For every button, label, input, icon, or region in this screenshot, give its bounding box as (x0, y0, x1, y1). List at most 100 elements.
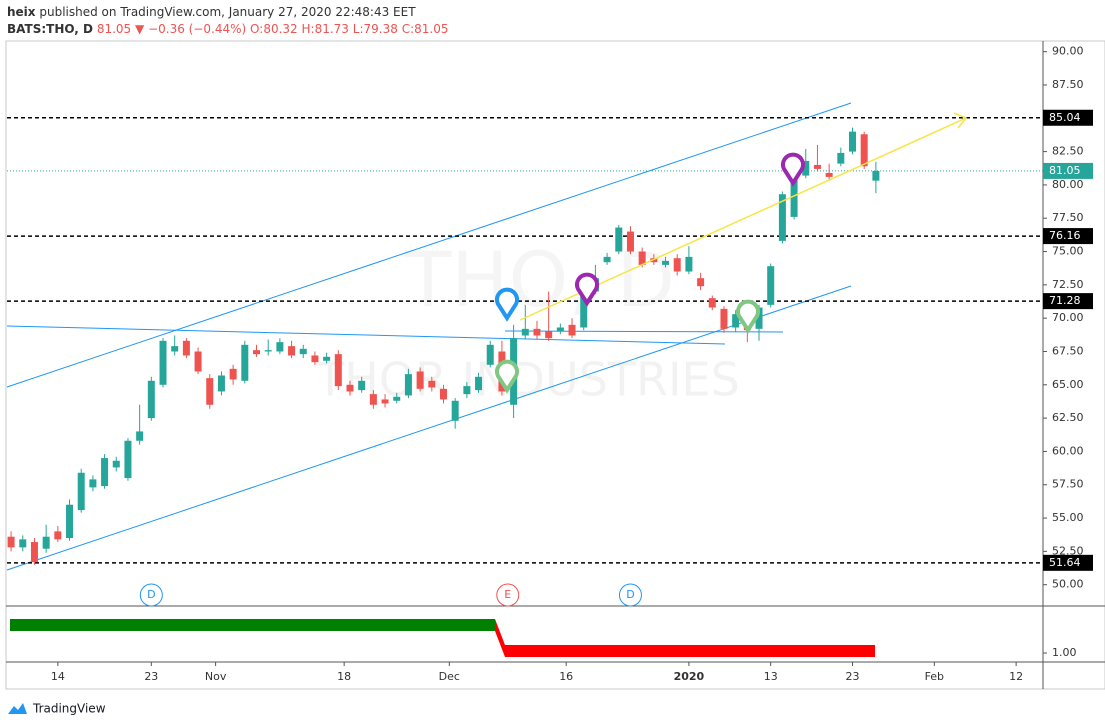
candle-body (19, 539, 27, 548)
candle-body (54, 531, 62, 540)
x-tick-label: 16 (559, 670, 573, 683)
x-tick-label: Feb (925, 670, 944, 683)
level-label-bg (1043, 554, 1093, 571)
header-line: heix published on TradingView.com, Janua… (7, 5, 416, 19)
candle-body (837, 152, 845, 164)
y-tick-label: 60.00 (1052, 444, 1084, 457)
footer: TradingView (32, 702, 106, 716)
pin (736, 299, 760, 334)
y-tick-label: 80.00 (1052, 178, 1084, 191)
candle-body (486, 344, 494, 365)
candle-body (685, 256, 693, 272)
y-tick-label: 87.50 (1052, 78, 1084, 91)
candle-body (638, 251, 646, 265)
y-tick-label: 77.50 (1052, 211, 1084, 224)
y-tick-label: 67.50 (1052, 344, 1084, 357)
arrow: ▼ (135, 22, 145, 36)
candle-body (253, 350, 261, 355)
candle-body (802, 160, 810, 176)
x-tick-label: Nov (205, 670, 227, 683)
x-tick-label: 2020 (674, 670, 705, 683)
symbol: BATS:THO, D (7, 22, 93, 36)
header-quote: BATS:THO, D 81.05 ▼ −0.36 (−0.44%) O:80.… (7, 22, 448, 36)
candle-body (533, 328, 541, 336)
x-tick-label: 14 (51, 670, 65, 683)
y-tick-label: 57.50 (1052, 478, 1084, 491)
y-tick-label: 65.00 (1052, 378, 1084, 391)
candle-body (194, 351, 202, 372)
candle-body (755, 307, 763, 329)
y-tick-label: 82.50 (1052, 145, 1084, 158)
y-tick-label: 75.00 (1052, 245, 1084, 258)
candle-body (299, 348, 307, 355)
candle-body (825, 172, 833, 177)
support-line (6, 325, 726, 345)
candle-body (159, 340, 167, 385)
level-label: 85.04 (1049, 111, 1081, 124)
candle-body (264, 350, 272, 352)
level-label-bg (1043, 293, 1093, 310)
candle-body (673, 258, 681, 272)
candle-body (42, 536, 50, 549)
level-label: 76.16 (1049, 229, 1081, 242)
candle-body (720, 308, 728, 329)
candle-body (416, 371, 424, 389)
author: heix (7, 5, 36, 19)
low: L:79.38 (353, 22, 398, 36)
candle-body (556, 327, 564, 332)
indicator-down (495, 619, 875, 657)
high: H:81.73 (302, 22, 349, 36)
candle-body (778, 194, 786, 241)
candle-body (393, 396, 401, 401)
frame (5, 40, 1105, 690)
channel-lower (6, 285, 852, 571)
candle-body (451, 400, 459, 421)
candle-body (182, 340, 190, 356)
candle-body (276, 342, 284, 352)
candle-body (7, 536, 15, 548)
x-tick-label: Dec (439, 670, 460, 683)
candle-body (112, 460, 120, 468)
candle-body (101, 458, 109, 487)
candle-body (358, 380, 366, 391)
y-tick-label: 90.00 (1052, 45, 1084, 58)
candle-body (475, 376, 483, 391)
level-label-bg (1043, 109, 1093, 126)
trend-lines (6, 102, 852, 571)
candle-body (30, 542, 38, 563)
candle-body (288, 346, 296, 356)
footer-logo: TradingView (8, 702, 106, 716)
last-price-label: 81.05 (1049, 164, 1081, 177)
event-badge (139, 583, 163, 607)
candle-body (697, 278, 705, 287)
y-tick-label: 50.00 (1052, 578, 1084, 591)
candle-body (77, 472, 85, 511)
candle-body (66, 504, 74, 539)
level-label: 51.64 (1049, 556, 1081, 569)
y-tick-label: 52.50 (1052, 544, 1084, 557)
indicator-up (10, 619, 495, 631)
close: C:81.05 (402, 22, 449, 36)
candle-body (346, 384, 354, 392)
candle-body (323, 356, 331, 361)
channel-upper (6, 102, 852, 388)
candle-body (626, 231, 634, 252)
event-label: D (626, 588, 634, 601)
candle-body (849, 131, 857, 152)
candle-body (860, 134, 868, 167)
candle-body (650, 258, 658, 263)
candle-body (334, 354, 342, 387)
event-label: E (504, 588, 511, 601)
candle-body (767, 266, 775, 305)
candle-body (662, 260, 670, 265)
event-label: D (147, 588, 155, 601)
candle-body (311, 355, 319, 363)
candle-body (545, 331, 553, 339)
change: −0.36 (−0.44%) (148, 22, 246, 36)
level-label-bg (1043, 228, 1093, 245)
watermark-name: THOR INDUSTRIES (315, 353, 740, 407)
x-tick-label: 23 (144, 670, 158, 683)
x-tick-label: 18 (337, 670, 351, 683)
pin (781, 152, 805, 187)
